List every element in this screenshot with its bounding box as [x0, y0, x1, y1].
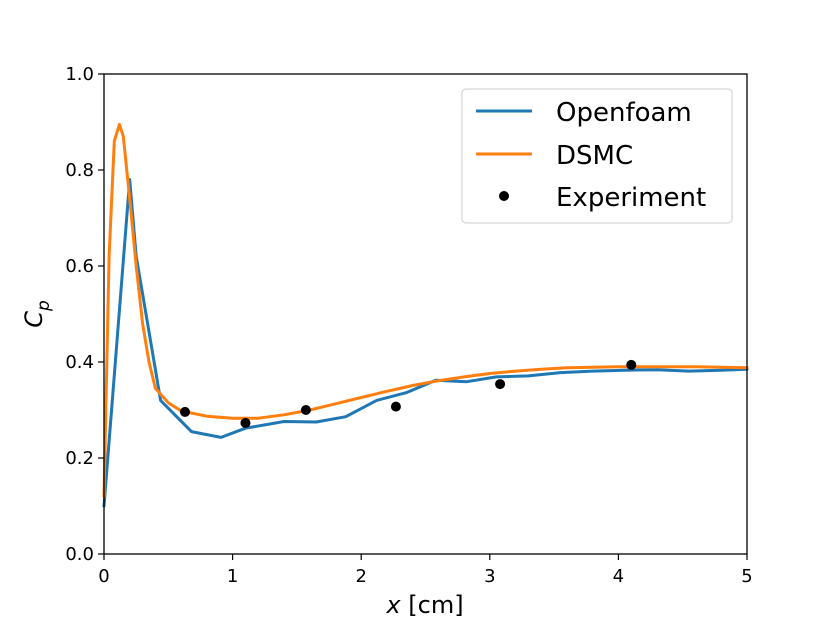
x-axis-label: x [cm] [385, 591, 463, 619]
x-tick-label: 0 [98, 566, 109, 587]
legend-label-dsmc: DSMC [556, 141, 633, 171]
legend-label-experiment: Experiment [556, 183, 706, 213]
legend: Openfoam DSMC Experiment [461, 88, 733, 224]
y-tick-label: 0.2 [65, 448, 94, 469]
data-point-experiment [180, 406, 191, 417]
x-tick-label: 3 [484, 566, 495, 587]
legend-frame [461, 88, 733, 224]
legend-label-openfoam: Openfoam [556, 98, 692, 128]
y-axis-label: Cp [20, 300, 54, 328]
x-tick-label: 1 [227, 566, 238, 587]
data-point-experiment [626, 359, 637, 370]
data-point-experiment [495, 379, 506, 390]
y-tick-label: 0.8 [65, 160, 94, 181]
x-tick-label: 5 [741, 566, 752, 587]
y-tick-label: 0.4 [65, 352, 94, 373]
series-line-openfoam [102, 178, 749, 508]
plot-area [102, 73, 749, 555]
series-line-dsmc [102, 122, 749, 498]
data-point-experiment [240, 417, 251, 428]
data-point-experiment [390, 401, 401, 412]
axes-frame [103, 73, 748, 555]
y-axis-ticks: 0.0 0.2 0.4 0.6 0.8 1.0 [65, 64, 104, 565]
x-axis-ticks: 0 1 2 3 4 5 [98, 554, 753, 587]
x-tick-label: 2 [355, 566, 366, 587]
legend-swatch-experiment [499, 191, 509, 201]
series-layer [102, 122, 749, 508]
y-tick-label: 0.0 [65, 544, 94, 565]
y-tick-label: 1.0 [65, 64, 94, 85]
y-tick-label: 0.6 [65, 256, 94, 277]
x-tick-label: 4 [613, 566, 624, 587]
data-point-experiment [300, 405, 311, 415]
